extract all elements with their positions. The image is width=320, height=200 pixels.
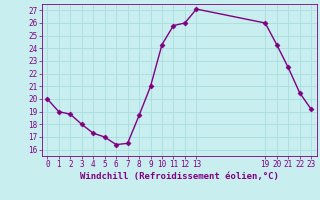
X-axis label: Windchill (Refroidissement éolien,°C): Windchill (Refroidissement éolien,°C) bbox=[80, 172, 279, 181]
